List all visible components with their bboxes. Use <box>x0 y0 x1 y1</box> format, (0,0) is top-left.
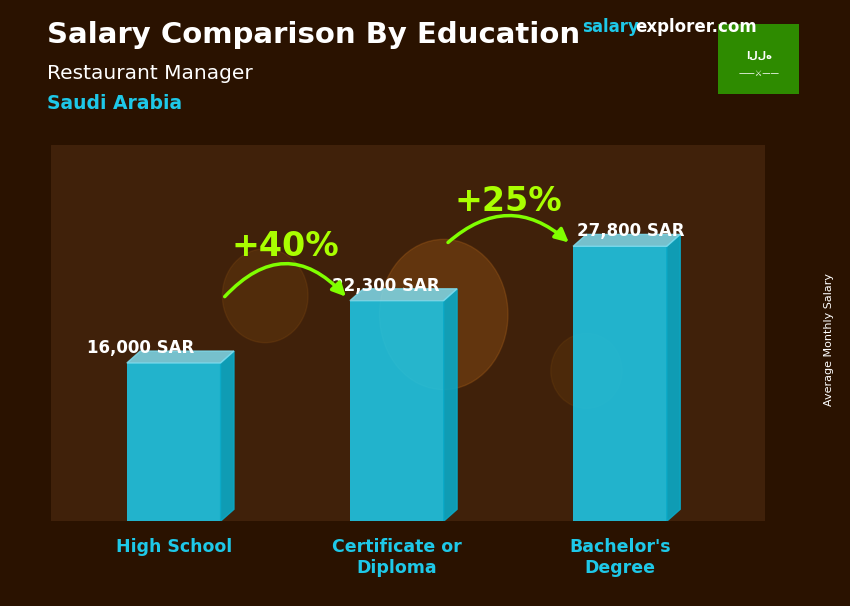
Bar <box>127 363 220 521</box>
Polygon shape <box>350 289 457 301</box>
Ellipse shape <box>379 239 508 390</box>
Polygon shape <box>573 235 680 246</box>
Polygon shape <box>220 351 234 521</box>
Text: 27,800 SAR: 27,800 SAR <box>577 222 685 241</box>
Ellipse shape <box>551 333 622 408</box>
Polygon shape <box>127 351 234 363</box>
Polygon shape <box>666 235 680 521</box>
Text: 22,300 SAR: 22,300 SAR <box>332 277 439 295</box>
Text: Restaurant Manager: Restaurant Manager <box>47 64 252 82</box>
Text: Saudi Arabia: Saudi Arabia <box>47 94 182 113</box>
Text: الله: الله <box>745 50 772 61</box>
Text: explorer.com: explorer.com <box>635 18 756 36</box>
Bar <box>350 301 444 521</box>
Bar <box>573 246 666 521</box>
Text: 16,000 SAR: 16,000 SAR <box>87 339 194 357</box>
Text: Average Monthly Salary: Average Monthly Salary <box>824 273 834 406</box>
Ellipse shape <box>223 248 308 342</box>
Polygon shape <box>444 289 457 521</box>
Text: ——⚔——: ——⚔—— <box>738 68 779 78</box>
Text: Salary Comparison By Education: Salary Comparison By Education <box>47 21 580 49</box>
Bar <box>51 145 765 521</box>
Text: salary: salary <box>582 18 639 36</box>
Text: +25%: +25% <box>455 185 562 218</box>
Text: +40%: +40% <box>231 230 339 263</box>
